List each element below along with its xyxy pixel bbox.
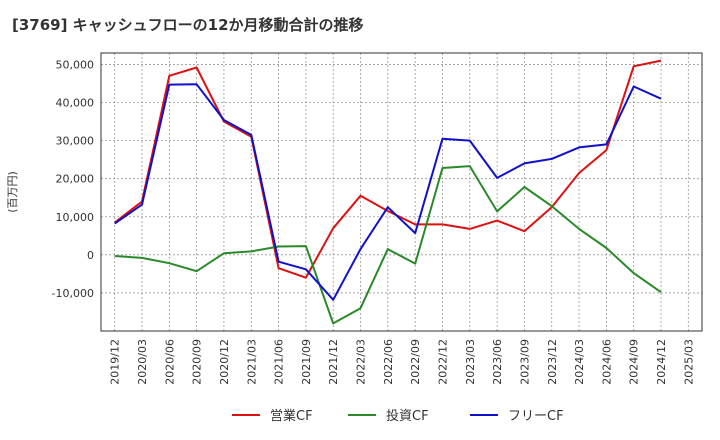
y-axis-label: (百万円): [6, 171, 19, 213]
x-tick-label: 2023/06: [491, 339, 504, 385]
series-line-1: [114, 165, 662, 325]
x-tick-label: 2022/06: [382, 339, 395, 385]
series-lines: [114, 59, 662, 325]
y-tick-label: 30,000: [56, 135, 95, 148]
legend-label: 投資CF: [386, 408, 429, 424]
x-tick-label: 2020/06: [163, 339, 176, 385]
series-line-0: [114, 59, 662, 279]
x-tick-label: 2024/12: [655, 339, 668, 385]
chart-title: [3769] キャッシュフローの12か月移動合計の推移: [12, 16, 364, 34]
y-tick-label: 0: [87, 249, 94, 262]
plot-frame: [100, 52, 703, 332]
y-tick-label: 40,000: [56, 97, 95, 110]
x-tick-label: 2023/03: [464, 339, 477, 385]
x-tick-label: 2024/06: [600, 339, 613, 385]
x-tick-label: 2022/12: [436, 339, 449, 385]
x-tick-label: 2023/09: [518, 339, 531, 385]
x-tick-label: 2022/03: [355, 339, 368, 385]
legend-label: 営業CF: [270, 408, 313, 424]
x-tick-label: 2020/09: [191, 339, 204, 385]
y-tick-label: 20,000: [56, 173, 95, 186]
x-tick-label: 2021/09: [300, 339, 313, 385]
x-axis-tick-labels: 2019/12 2020/03 2020/06 2020/09 2020/12 2021/…: [109, 339, 696, 385]
x-tick-label: 2021/03: [245, 339, 258, 385]
x-tick-label: 2021/06: [273, 339, 286, 385]
y-tick-label: -10,000: [52, 287, 94, 300]
x-tick-label: 2023/12: [546, 339, 559, 385]
legend: 営業CF 投資CF フリーCF: [232, 408, 564, 424]
x-tick-label: 2021/12: [327, 339, 340, 385]
grid: [101, 53, 702, 331]
x-tick-label: 2024/09: [628, 339, 641, 385]
y-tick-label: 50,000: [56, 58, 95, 71]
x-tick-label: 2022/09: [409, 339, 422, 385]
legend-label: フリーCF: [508, 409, 564, 424]
y-tick-label: 10,000: [56, 211, 95, 224]
x-tick-label: 2019/12: [109, 339, 122, 385]
x-tick-label: 2024/03: [573, 339, 586, 385]
x-tick-label: 2020/12: [218, 339, 231, 385]
y-axis-tick-labels: -10,000 0 10,000 20,000 30,000 40,000 50,000: [52, 58, 94, 299]
series-line-2: [114, 83, 662, 301]
x-tick-label: 2025/03: [682, 339, 695, 385]
x-tick-label: 2020/03: [136, 339, 149, 385]
